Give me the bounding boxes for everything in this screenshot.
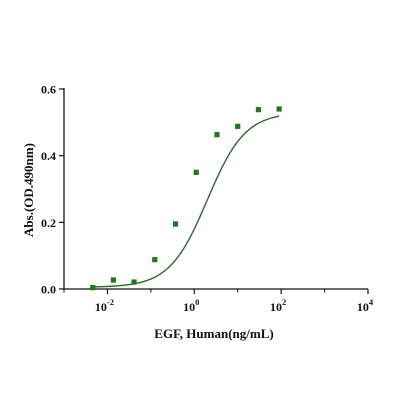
data-point [276, 106, 282, 112]
data-point [172, 221, 179, 227]
data-point [255, 107, 262, 113]
y-tick-label: 0.6 [41, 83, 56, 97]
x-tick-label: 104 [357, 297, 374, 314]
data-point [152, 257, 158, 263]
x-tick-label: 10-2 [95, 297, 114, 314]
data-point [193, 169, 199, 175]
x-tick-label: 100 [183, 297, 199, 314]
axes [63, 88, 368, 290]
y-tick-label: 0.2 [41, 216, 56, 230]
data-point [131, 279, 137, 285]
y-tick-label: 0.4 [41, 149, 56, 163]
y-tick-label: 0.0 [41, 283, 56, 297]
fit-curve [92, 115, 280, 288]
x-axis-label: EGF, Human(ng/mL) [154, 326, 273, 341]
data-point [110, 277, 116, 283]
data-point [214, 132, 220, 138]
ticks: 0.0 0.2 0.4 0.6 10-2 100 102 104 [41, 83, 374, 315]
data-points [90, 106, 282, 291]
data-point [90, 285, 96, 291]
data-point [235, 123, 241, 129]
x-tick-label: 102 [270, 297, 286, 314]
y-axis-label: Abs.(OD.490nm) [21, 143, 36, 237]
